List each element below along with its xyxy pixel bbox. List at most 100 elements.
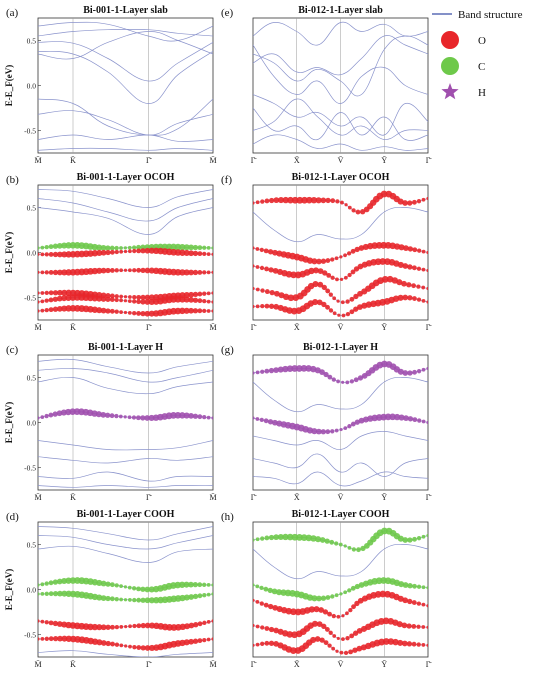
ytick-label: 0.5 <box>27 204 37 213</box>
projection-marker-o <box>269 289 275 296</box>
projection-marker-h <box>253 371 255 375</box>
projection-marker-c <box>320 595 327 601</box>
kpoint-label: V̄ <box>338 323 344 332</box>
band-line <box>38 147 213 151</box>
panel-title: Bi-001-1-Layer H <box>88 342 163 353</box>
projection-marker-c <box>192 581 199 588</box>
panel-c: Bi-001-1-Layer H (c) M̄ K̄ Γ̄ M̄ 0.5 0.0 -0.5 E-E… <box>4 342 217 502</box>
projection-marker-o <box>421 602 426 607</box>
projection-marker-o <box>406 623 412 629</box>
band-line <box>38 471 213 482</box>
projection-marker-o <box>272 604 279 611</box>
projection-marker-c <box>211 246 213 250</box>
projection-marker-o <box>381 275 389 283</box>
projection-marker-c <box>52 590 59 597</box>
projection-marker-o <box>334 256 339 261</box>
projection-marker-o <box>52 269 59 276</box>
projection-marker-o <box>263 602 269 608</box>
ytick-label: 0.5 <box>27 541 37 550</box>
projection-marker-o <box>119 624 124 629</box>
projection-marker-o <box>310 196 318 204</box>
projection-marker-h <box>341 380 345 384</box>
projection-marker-h <box>38 416 40 420</box>
projection-marker-o <box>332 634 337 638</box>
projection-marker-h <box>192 413 199 419</box>
projection-marker-o <box>44 307 49 313</box>
projection-marker-o <box>401 640 408 647</box>
projection-marker-o <box>426 604 428 608</box>
band-line <box>38 526 213 541</box>
projection-marker-c <box>128 598 132 602</box>
projection-marker-o <box>253 304 255 309</box>
projection-marker-o <box>124 624 128 629</box>
projection-marker-o <box>327 643 332 648</box>
projection-marker-o <box>105 624 111 630</box>
band-line <box>38 50 213 104</box>
projection-marker-o <box>353 293 359 300</box>
projection-marker-h <box>206 415 211 420</box>
projection-marker-o <box>114 297 119 303</box>
projection-marker-o <box>345 299 350 304</box>
projection-marker-o <box>140 248 146 254</box>
projection-marker-c <box>347 545 352 550</box>
projection-marker-o <box>132 311 137 316</box>
projection-marker-h <box>421 419 426 424</box>
projection-marker-c <box>132 597 137 603</box>
panel-b: Bi-001-1-Layer OCOH (b) M̄ K̄ Γ̄ M̄ 0.5 0.0 -0.5… <box>4 172 217 332</box>
projection-marker-h <box>336 379 340 384</box>
projection-marker-o <box>211 637 213 641</box>
band-line <box>38 41 213 82</box>
projection-marker-o <box>44 620 49 625</box>
projection-marker-o <box>402 597 409 604</box>
projection-marker-o <box>109 267 115 273</box>
projection-marker-h <box>397 368 404 375</box>
projection-marker-o <box>38 252 40 256</box>
band-line <box>253 107 428 141</box>
projection-marker-o <box>352 647 358 653</box>
panel-a: Bi-001-1-Layer slab (a) M̄ K̄ Γ̄ M̄ 0.5 0.0 -0.5… <box>4 5 217 165</box>
band-line <box>38 440 213 451</box>
projection-marker-c <box>40 582 45 587</box>
projection-marker-o <box>319 637 325 643</box>
projection-marker-o <box>105 296 111 302</box>
projection-marker-o <box>136 623 142 629</box>
projection-marker-c <box>282 533 289 541</box>
projection-marker-o <box>406 282 412 288</box>
ytick-label: 0.0 <box>27 586 37 595</box>
panel-title: Bi-001-1-Layer slab <box>83 5 168 16</box>
projection-marker-o <box>132 623 137 629</box>
projection-marker-h <box>267 419 274 425</box>
projection-marker-c <box>44 581 49 586</box>
projection-marker-c <box>56 242 63 249</box>
projection-marker-o <box>188 250 194 257</box>
projection-marker-o <box>211 291 213 295</box>
projection-marker-o <box>44 290 49 296</box>
kpoint-label: Γ̄ <box>251 493 258 502</box>
band-line <box>38 456 213 464</box>
projection-marker-c <box>398 581 405 588</box>
projection-marker-o <box>268 303 275 309</box>
projection-marker-c <box>202 593 207 598</box>
projection-marker-o <box>351 208 356 213</box>
projection-marker-c <box>407 537 413 543</box>
projection-marker-o <box>340 300 345 305</box>
projection-marker-o <box>132 295 137 300</box>
projection-marker-o <box>349 309 355 315</box>
projection-marker-o <box>136 311 141 316</box>
projection-marker-o <box>421 285 426 290</box>
projection-marker-o <box>316 299 323 306</box>
projection-marker-o <box>330 198 336 204</box>
projection-marker-o <box>392 638 399 646</box>
projection-marker-h <box>421 367 426 372</box>
projection-marker-o <box>311 258 318 265</box>
band-line <box>253 134 428 151</box>
projection-marker-c <box>319 537 326 543</box>
projection-marker-o <box>40 619 45 624</box>
projection-marker-o <box>128 249 132 254</box>
projection-marker-o <box>316 621 323 627</box>
projection-marker-o <box>325 288 331 294</box>
projection-marker-o <box>348 649 354 655</box>
projection-marker-h <box>109 413 115 419</box>
projection-marker-o <box>268 626 275 633</box>
